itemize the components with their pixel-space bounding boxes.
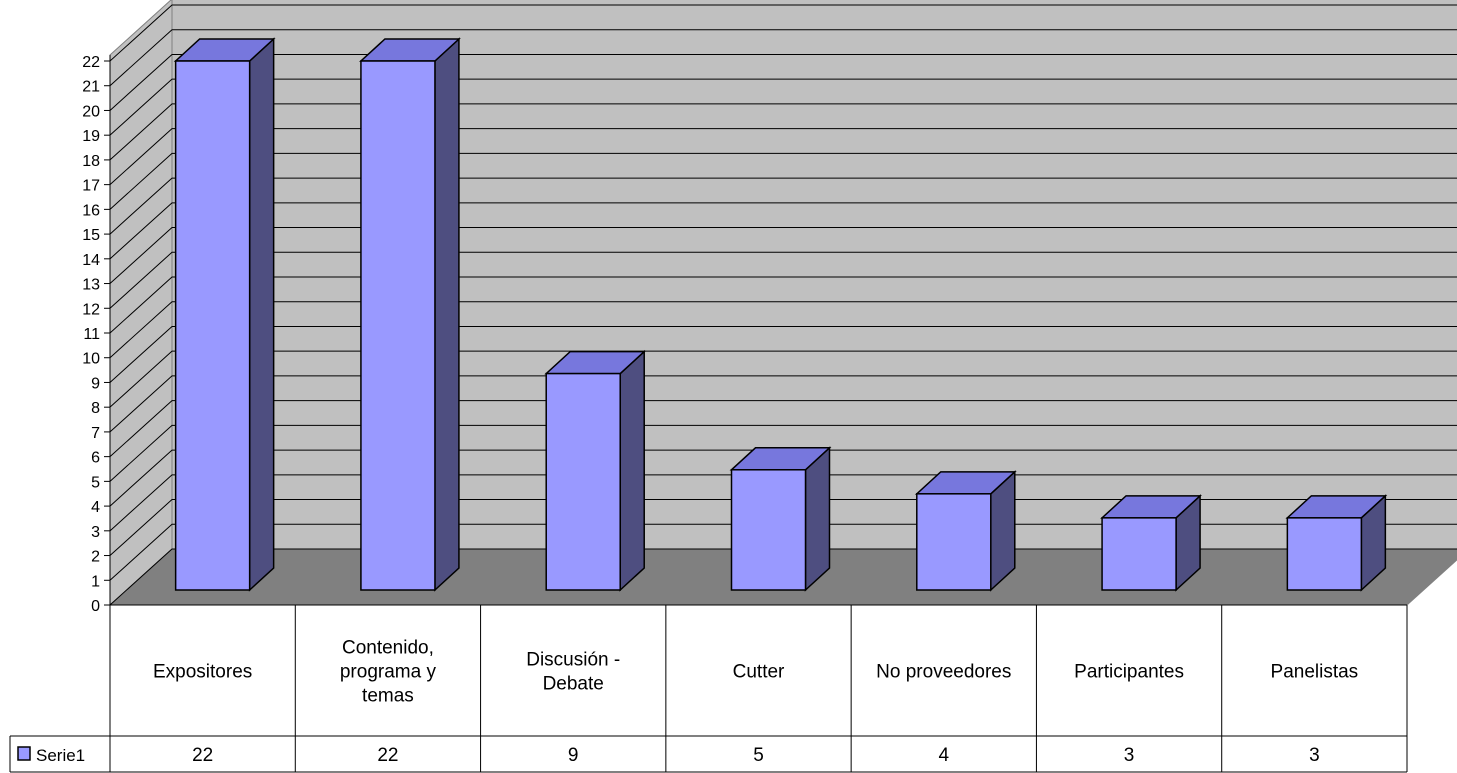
legend-swatch: [17, 746, 31, 761]
gridline: [109, 128, 1457, 186]
bar-side: [248, 37, 275, 592]
bar-group: [914, 470, 1017, 592]
gridline: [109, 78, 1457, 136]
gridline: [109, 499, 1457, 556]
bar: [174, 60, 251, 591]
category-label: programa y: [340, 662, 437, 683]
gridline: [109, 523, 1457, 581]
data-value: 3: [1124, 745, 1135, 766]
y-tick-label: 7: [91, 425, 100, 442]
gridline: [109, 29, 1457, 87]
y-tick-label: 19: [82, 128, 100, 145]
category-label: temas: [362, 686, 414, 707]
data-table: Expositores Contenido, programa y temas Disc…: [9, 604, 1408, 773]
bar: [1101, 517, 1177, 591]
y-tick-label: 17: [82, 178, 100, 195]
y-tick-label: 22: [82, 54, 100, 71]
bar-group: [1285, 494, 1388, 592]
bar: [545, 372, 621, 591]
gridline: [109, 474, 1457, 532]
gridline: [109, 375, 1457, 433]
bar-group: [544, 349, 647, 592]
gridline: [109, 276, 1457, 334]
gridline: [109, 152, 1457, 210]
bar-group: [1100, 494, 1202, 592]
y-tick-label: 14: [82, 252, 100, 269]
gridline: [109, 251, 1457, 309]
gridline: [109, 4, 1457, 62]
bar-group: [359, 37, 461, 592]
bars: [173, 37, 1388, 592]
category-label: Participantes: [1074, 662, 1184, 683]
bar-group: [173, 37, 276, 592]
gridline: [109, 424, 1457, 482]
y-tick-label: 18: [82, 153, 100, 170]
side-wall: [109, 0, 173, 607]
category-label: Cutter: [733, 662, 785, 683]
gridline: [109, 449, 1457, 507]
gridline: [109, 350, 1457, 408]
category-label: Discusión -: [526, 650, 620, 671]
bar: [730, 469, 807, 591]
bar-side: [619, 349, 645, 592]
bar-side: [804, 446, 831, 592]
y-tick-label: 5: [91, 474, 100, 491]
category-label: Contenido,: [342, 638, 434, 659]
y-tick-label: 11: [83, 326, 100, 343]
gridline: [109, 301, 1457, 359]
y-tick-label: 1: [91, 573, 100, 590]
category-label: Debate: [543, 674, 604, 695]
gridline: [109, 202, 1457, 260]
gridline: [109, 53, 1457, 111]
gridline: [109, 177, 1457, 235]
data-value: 9: [568, 745, 579, 766]
category-label: Expositores: [153, 662, 252, 683]
y-tick-label: 4: [91, 499, 100, 516]
gridline: [109, 400, 1457, 458]
bar: [916, 493, 992, 591]
y-tick-label: 6: [91, 450, 100, 467]
y-tick-label: 15: [82, 227, 100, 244]
y-tick-label: 16: [82, 202, 100, 219]
y-tick-label: 21: [82, 79, 100, 96]
y-tick-label: 13: [82, 277, 100, 294]
y-tick-label: 12: [82, 301, 100, 318]
gridlines: [109, 4, 1457, 606]
y-tick-label: 3: [91, 524, 100, 541]
data-value: 4: [938, 745, 949, 766]
bar-group: [729, 446, 832, 592]
category-label: No proveedores: [876, 662, 1011, 683]
y-tick-label: 2: [91, 549, 100, 566]
gridline: [109, 325, 1457, 383]
y-tick-label: 10: [82, 351, 100, 368]
y-tick-label: 0: [91, 598, 100, 615]
gridline: [109, 227, 1457, 284]
bar-side: [434, 37, 460, 592]
bar: [360, 60, 436, 591]
data-value: 22: [192, 745, 213, 766]
gridline: [109, 103, 1457, 161]
category-label: Panelistas: [1271, 662, 1359, 683]
data-value: 5: [753, 745, 764, 766]
y-tick-label: 8: [91, 400, 100, 417]
y-tick-label: 9: [91, 375, 100, 392]
bar: [1286, 517, 1363, 591]
data-value: 3: [1309, 745, 1320, 766]
legend-label: Serie1: [36, 746, 85, 765]
gridline: [109, 548, 1457, 606]
data-value: 22: [377, 745, 398, 766]
y-tick-label: 20: [82, 103, 100, 120]
